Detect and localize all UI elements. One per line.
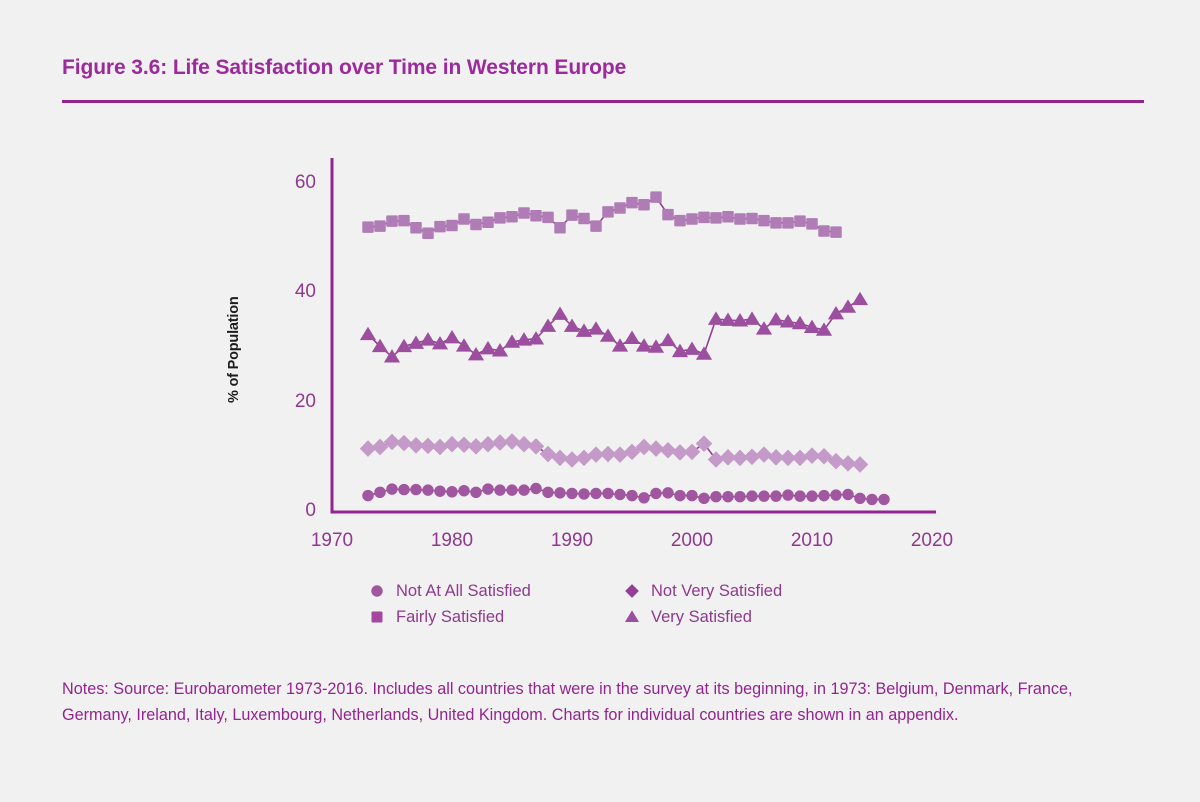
y-tick-label: 40 <box>294 281 316 303</box>
y-tick-label: 20 <box>294 390 316 412</box>
x-tick-label: 1980 <box>430 530 474 551</box>
x-tick-label: 2000 <box>670 530 714 551</box>
legend-item[interactable]: Fairly Satisfied <box>368 608 623 626</box>
square-marker <box>368 608 386 626</box>
triangle-marker <box>623 608 641 626</box>
legend-item[interactable]: Not Very Satisfied <box>623 582 878 600</box>
legend-item-label: Not At All Satisfied <box>396 581 531 600</box>
y-tick-label: 0 <box>305 500 316 521</box>
x-tick-label: 2010 <box>790 530 834 551</box>
legend-item[interactable]: Not At All Satisfied <box>368 582 623 600</box>
circle-marker <box>368 582 386 600</box>
x-tick-label: 1970 <box>310 530 354 551</box>
legend-item-label: Very Satisfied <box>651 607 752 626</box>
legend-item-label: Fairly Satisfied <box>396 607 505 626</box>
chart-legend: Not At All Satisfied Not Very Satisfied Fa… <box>368 582 908 626</box>
diamond-marker <box>623 582 641 600</box>
y-tick-label: 60 <box>294 172 316 193</box>
page-title: Figure 3.6: Life Satisfaction over Time … <box>62 56 627 79</box>
x-tick-label: 1990 <box>550 530 594 551</box>
y-axis-title: % of Population <box>226 296 242 403</box>
figure-notes: Notes: Source: Eurobarometer 1973-2016. … <box>62 680 1073 725</box>
title-divider <box>62 100 1144 103</box>
legend-item[interactable]: Very Satisfied <box>623 608 878 626</box>
legend-item-label: Not Very Satisfied <box>651 581 783 600</box>
x-tick-label: 2020 <box>910 530 954 551</box>
